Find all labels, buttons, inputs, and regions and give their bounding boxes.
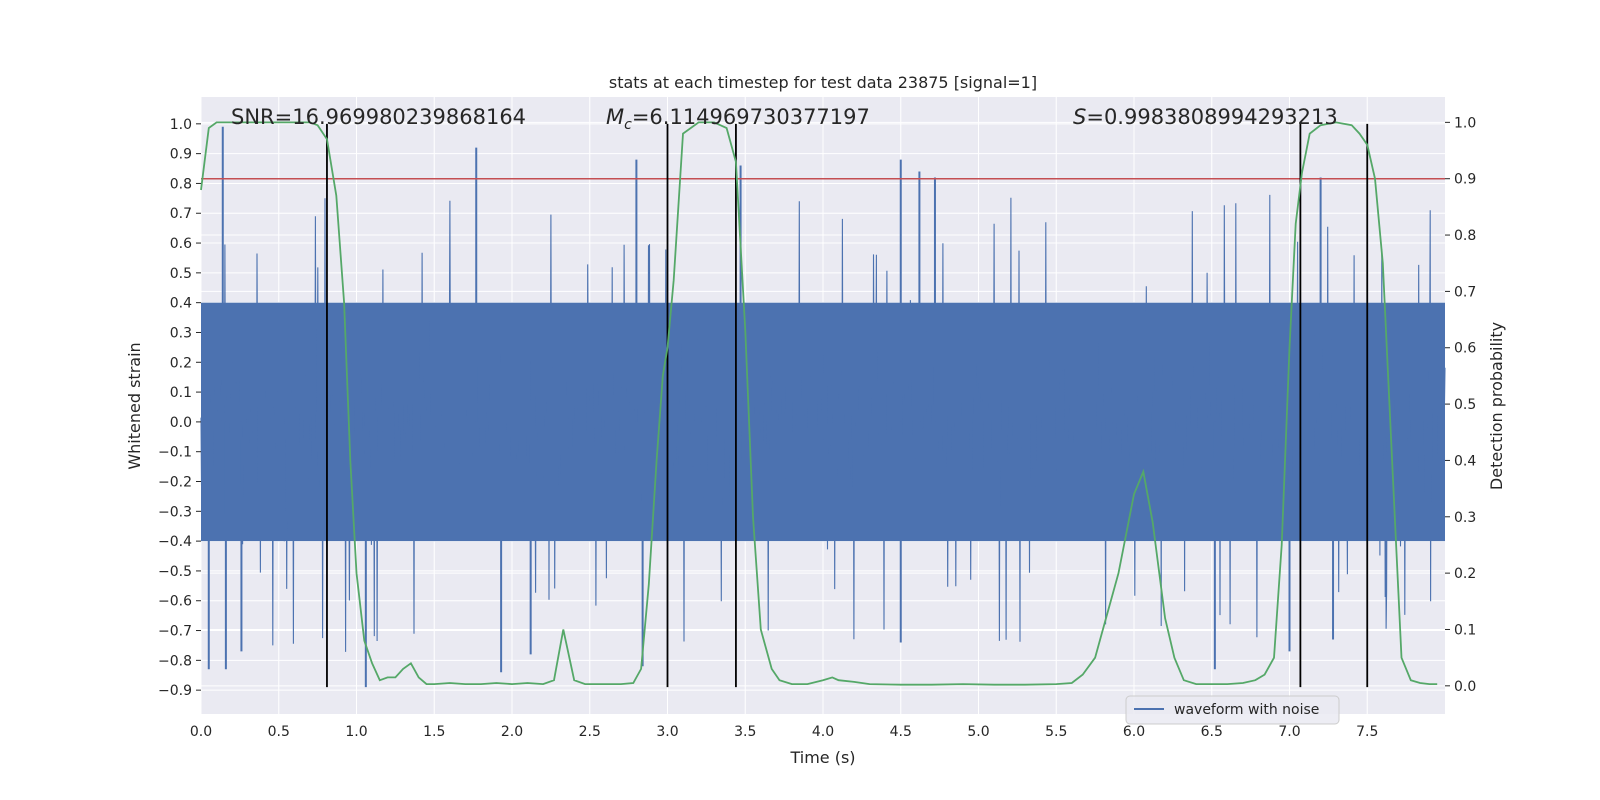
chirp-mass-value: =6.114969730377197 xyxy=(632,105,870,129)
x-tick-label: 0.5 xyxy=(268,724,290,740)
y-tick-label: −0.5 xyxy=(158,564,192,580)
y2-tick-label: 0.5 xyxy=(1454,397,1476,413)
legend-label-waveform: waveform with noise xyxy=(1174,702,1319,718)
y-tick-label: 0.5 xyxy=(170,266,192,282)
x-tick-label: 5.5 xyxy=(1045,724,1067,740)
probability-series xyxy=(200,121,1438,686)
x-axis: 0.0 0.5 1.0 1.5 2.0 2.5 3.0 3.5 4.0 4.5 5.0 5.5 6.0 6… xyxy=(190,724,1379,740)
y2-tick-label: 0.0 xyxy=(1454,679,1476,695)
y-tick-label: −0.9 xyxy=(158,683,192,699)
y-tick-label: 0.8 xyxy=(170,176,192,192)
y-tick-label: −0.3 xyxy=(158,504,192,520)
y-tick-label: −0.2 xyxy=(158,475,192,491)
probability-line xyxy=(200,121,1438,686)
y2-axis-label: Detection probability xyxy=(1487,322,1506,490)
chart-title: stats at each timestep for test data 238… xyxy=(609,73,1037,92)
chirp-mass-annotation: Mc=6.114969730377197 xyxy=(606,105,870,133)
legend: waveform with noise xyxy=(1125,695,1340,725)
score-annotation: S=0.9983808994293213 xyxy=(1073,105,1338,129)
y2-tick-label: 1.0 xyxy=(1454,115,1476,131)
y2-tick-label: 0.2 xyxy=(1454,566,1476,582)
y2-tick-label: 0.4 xyxy=(1454,453,1476,469)
y-tick-label: −0.6 xyxy=(158,594,192,610)
chirp-mass-symbol: M xyxy=(606,105,624,129)
y-tick-label: 0.7 xyxy=(170,206,192,222)
x-tick-label: 7.5 xyxy=(1356,724,1378,740)
y2-tick-label: 0.9 xyxy=(1454,172,1476,188)
y-tick-label: −0.1 xyxy=(158,445,192,461)
x-tick-label: 1.5 xyxy=(423,724,445,740)
x-tick-label: 2.0 xyxy=(501,724,523,740)
y2-tick-label: 0.1 xyxy=(1454,622,1476,638)
x-tick-label: 3.0 xyxy=(656,724,678,740)
waveform-line xyxy=(200,194,1446,652)
y-tick-label: −0.4 xyxy=(158,534,192,550)
score-symbol: S xyxy=(1073,105,1086,129)
y-tick-label: 0.4 xyxy=(170,296,192,312)
y-axis-left: 1.0 0.9 0.8 0.7 0.6 0.5 0.4 0.3 0.2 0.1 0.0 −0.1 −0.… xyxy=(158,117,201,699)
x-axis-label: Time (s) xyxy=(789,748,855,767)
x-tick-label: 1.0 xyxy=(345,724,367,740)
y-tick-label: 0.2 xyxy=(170,355,192,371)
y-tick-label: 0.1 xyxy=(170,385,192,401)
x-tick-label: 2.5 xyxy=(579,724,601,740)
y2-tick-label: 0.6 xyxy=(1454,341,1476,357)
x-tick-label: 4.5 xyxy=(890,724,912,740)
y-tick-label: 0.0 xyxy=(170,415,192,431)
y-tick-label: −0.8 xyxy=(158,653,192,669)
y2-tick-label: 0.7 xyxy=(1454,284,1476,300)
y-tick-label: 0.9 xyxy=(170,147,192,163)
y-tick-label: 1.0 xyxy=(170,117,192,133)
chirp-mass-subscript: c xyxy=(624,117,632,133)
y-tick-label: 0.6 xyxy=(170,236,192,252)
x-tick-label: 0.0 xyxy=(190,724,212,740)
y-axis-right: 1.0 0.9 0.8 0.7 0.6 0.5 0.4 0.3 0.2 0.1 0.0 xyxy=(1445,115,1476,695)
x-tick-label: 6.0 xyxy=(1123,724,1145,740)
x-tick-label: 7.0 xyxy=(1278,724,1300,740)
x-tick-label: 5.0 xyxy=(967,724,989,740)
y2-tick-label: 0.3 xyxy=(1454,510,1476,526)
overlay-lines xyxy=(201,123,1445,688)
y2-tick-label: 0.8 xyxy=(1454,228,1476,244)
y-tick-label: −0.7 xyxy=(158,624,192,640)
y-tick-label: 0.3 xyxy=(170,325,192,341)
y-axis-label: Whitened strain xyxy=(125,342,144,469)
x-tick-label: 4.0 xyxy=(812,724,834,740)
x-tick-label: 6.5 xyxy=(1201,724,1223,740)
legend-box xyxy=(1125,695,1340,725)
x-tick-label: 3.5 xyxy=(734,724,756,740)
waveform-series xyxy=(200,126,1446,688)
score-value: =0.9983808994293213 xyxy=(1086,105,1337,129)
snr-annotation: SNR=16.969980239868164 xyxy=(231,105,526,129)
